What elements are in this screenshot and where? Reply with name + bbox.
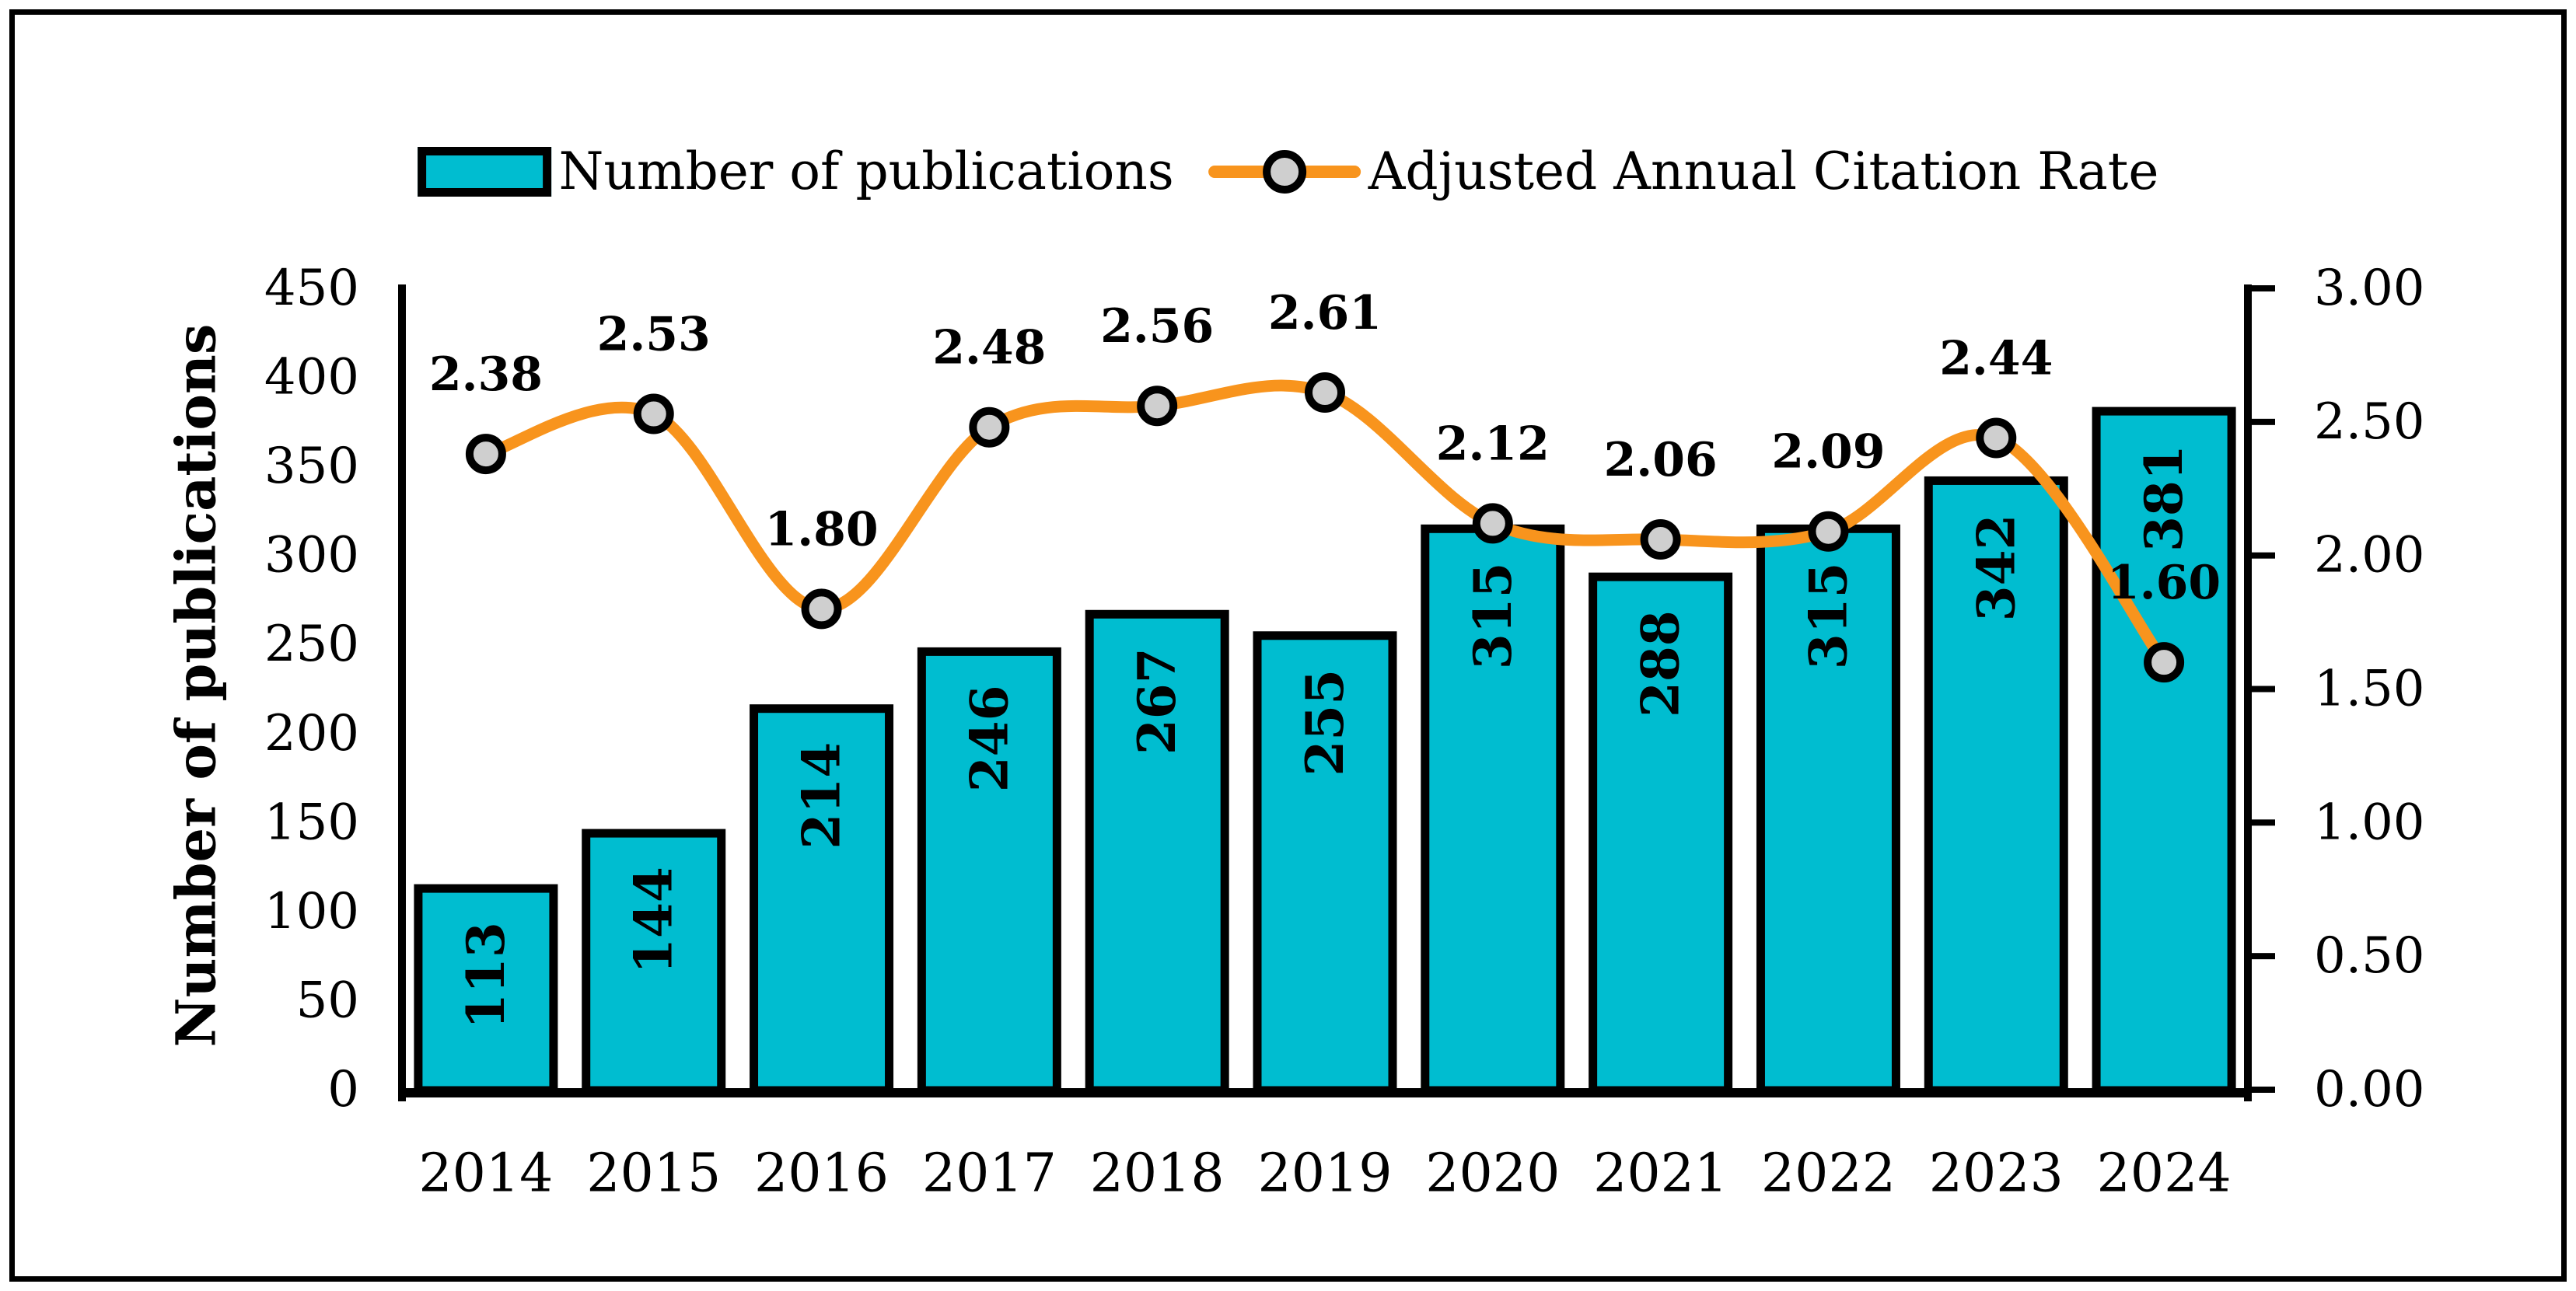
bar-value-label-2023: 342 xyxy=(1966,515,2026,622)
left-axis-tick-label: 450 xyxy=(264,260,359,317)
citation-value-label-2016: 1.80 xyxy=(764,502,878,557)
right-axis-tick-label: 2.50 xyxy=(2314,393,2425,451)
x-axis-label-2016: 2016 xyxy=(754,1143,889,1205)
right-axis-tick-label: 3.00 xyxy=(2314,260,2425,317)
citation-value-label-2015: 2.53 xyxy=(597,308,711,362)
line-marker-2017 xyxy=(969,406,1010,448)
x-axis-label-2023: 2023 xyxy=(1929,1143,2064,1205)
right-axis-tick-label: 1.00 xyxy=(2314,794,2425,851)
citation-value-label-2021: 2.06 xyxy=(1604,433,1718,487)
citation-rate-line xyxy=(480,379,2170,668)
bar-value-label-2024: 381 xyxy=(2134,445,2194,552)
legend-label-publications: Number of publications xyxy=(558,141,1174,201)
bar-2023 xyxy=(1924,476,2068,1095)
bottom-axis-line xyxy=(398,1088,2252,1097)
citation-value-label-2022: 2.09 xyxy=(1771,425,1885,480)
left-axis-tick-label: 150 xyxy=(264,794,359,851)
right-axis-tick-label: 0.50 xyxy=(2314,927,2425,985)
line-marker-2014 xyxy=(465,434,506,475)
right-axis-tick xyxy=(2252,552,2275,559)
citation-value-label-2017: 2.48 xyxy=(932,321,1046,375)
line-marker-2023 xyxy=(1976,417,2017,459)
x-axis-label-2022: 2022 xyxy=(1761,1143,1896,1205)
citation-value-label-2024: 1.60 xyxy=(2107,556,2221,610)
left-axis-tick-label: 0 xyxy=(327,1061,359,1118)
x-axis-label-2014: 2014 xyxy=(418,1143,553,1205)
bar-2016 xyxy=(750,704,894,1095)
legend-item-citation-rate: Adjusted Annual Citation Rate xyxy=(1208,141,2159,201)
citation-value-label-2023: 2.44 xyxy=(1939,331,2053,386)
bar-2018 xyxy=(1085,609,1229,1095)
left-axis-line xyxy=(398,284,406,1101)
right-axis-tick xyxy=(2252,1087,2275,1093)
right-axis-tick xyxy=(2252,285,2275,291)
line-marker-2019 xyxy=(1305,372,1345,413)
left-axis-tick-label: 250 xyxy=(264,616,359,673)
bar-2022 xyxy=(1756,524,1900,1095)
bar-value-label-2016: 214 xyxy=(792,742,852,850)
x-axis-label-2015: 2015 xyxy=(586,1143,721,1205)
line-marker-2018 xyxy=(1137,386,1178,427)
line-marker-2024 xyxy=(2144,642,2185,683)
bar-value-label-2015: 144 xyxy=(624,867,684,974)
left-axis-tick-label: 400 xyxy=(264,349,359,406)
right-axis-tick xyxy=(2252,418,2275,425)
bar-value-label-2021: 288 xyxy=(1631,610,1691,717)
citation-value-label-2020: 2.12 xyxy=(1436,417,1550,471)
legend-label-citation-rate: Adjusted Annual Citation Rate xyxy=(1368,141,2159,201)
citation-value-label-2018: 2.56 xyxy=(1100,299,1214,354)
left-axis-tick-label: 350 xyxy=(264,438,359,495)
bar-series-swatch xyxy=(417,147,551,197)
line-marker-swatch xyxy=(1262,150,1306,194)
bar-value-label-2014: 113 xyxy=(456,922,516,1029)
bar-value-label-2020: 315 xyxy=(1463,562,1523,669)
line-marker-2022 xyxy=(1808,511,1849,552)
line-marker-2016 xyxy=(801,588,842,630)
left-axis-tick-label: 100 xyxy=(264,883,359,940)
x-axis-label-2021: 2021 xyxy=(1593,1143,1728,1205)
right-axis-tick-label: 2.00 xyxy=(2314,527,2425,584)
right-axis-tick-label: 1.50 xyxy=(2314,661,2425,718)
legend: Number of publications Adjusted Annual C… xyxy=(417,141,2159,201)
x-axis-label-2019: 2019 xyxy=(1257,1143,1392,1205)
x-axis-label-2018: 2018 xyxy=(1090,1143,1225,1205)
right-axis-line xyxy=(2244,284,2252,1101)
right-axis-tick xyxy=(2252,819,2275,826)
line-series-swatch xyxy=(1208,150,1361,194)
right-axis-tick xyxy=(2252,953,2275,960)
line-marker-2021 xyxy=(1640,519,1681,560)
bar-2024 xyxy=(2092,406,2236,1095)
bar-value-label-2018: 267 xyxy=(1127,647,1187,755)
x-axis-label-2017: 2017 xyxy=(922,1143,1057,1205)
citation-value-label-2014: 2.38 xyxy=(429,347,543,402)
citation-value-label-2019: 2.61 xyxy=(1268,286,1382,340)
right-axis-tick xyxy=(2252,686,2275,693)
left-axis-title: Number of publications xyxy=(163,323,229,1048)
left-axis-tick-label: 300 xyxy=(264,527,359,584)
left-axis-tick-label: 50 xyxy=(296,972,359,1029)
bar-value-label-2019: 255 xyxy=(1295,669,1355,776)
x-axis-label-2024: 2024 xyxy=(2097,1143,2232,1205)
bar-2020 xyxy=(1421,524,1565,1095)
bar-value-label-2022: 315 xyxy=(1798,562,1858,669)
left-axis-tick-label: 200 xyxy=(264,705,359,762)
right-axis-tick-label: 0.00 xyxy=(2314,1061,2425,1118)
bar-value-label-2017: 246 xyxy=(959,685,1019,792)
line-marker-2020 xyxy=(1472,503,1513,544)
line-marker-2015 xyxy=(633,393,674,434)
legend-item-publications: Number of publications xyxy=(417,141,1174,201)
x-axis-label-2020: 2020 xyxy=(1425,1143,1560,1205)
